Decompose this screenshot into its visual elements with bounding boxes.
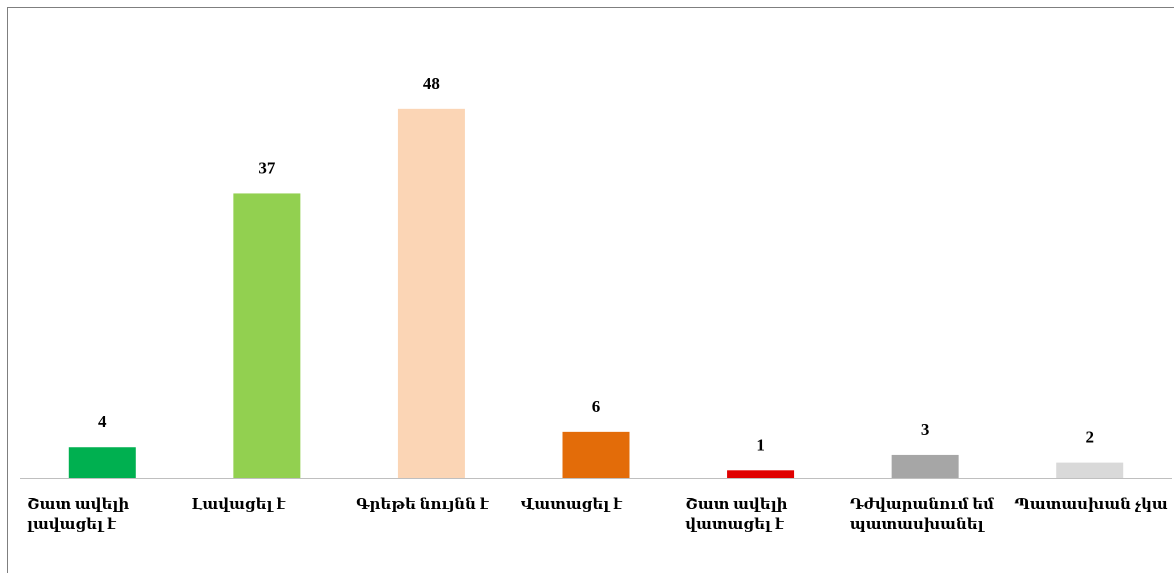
bar [233, 193, 301, 478]
data-label: 3 [921, 420, 930, 439]
data-label: 4 [98, 412, 107, 431]
x-tick-label: Գրեթե նույնն է [356, 497, 489, 513]
bar [891, 454, 959, 478]
data-label: 37 [258, 158, 276, 177]
bar [1056, 462, 1124, 478]
data-label: 2 [1085, 428, 1094, 447]
bar [397, 108, 465, 478]
data-label: 6 [592, 397, 601, 416]
x-tick-label: Լավացել է [191, 497, 286, 513]
bar [68, 447, 136, 478]
x-tick-label: Դժվարանում եմ պատասխանել [849, 497, 994, 533]
data-label: 48 [423, 74, 440, 93]
x-tick-label: Շատ ավելի վատացել է [685, 497, 788, 533]
chart-border [7, 7, 1174, 573]
x-tick-label: Շատ ավելի լավացել է [27, 497, 130, 533]
bar [727, 470, 795, 478]
data-label: 1 [756, 435, 765, 454]
x-tick-label: Վատացել է [520, 497, 622, 513]
x-tick-label: Պատասխան չկա [1014, 497, 1168, 513]
bar [562, 431, 630, 478]
